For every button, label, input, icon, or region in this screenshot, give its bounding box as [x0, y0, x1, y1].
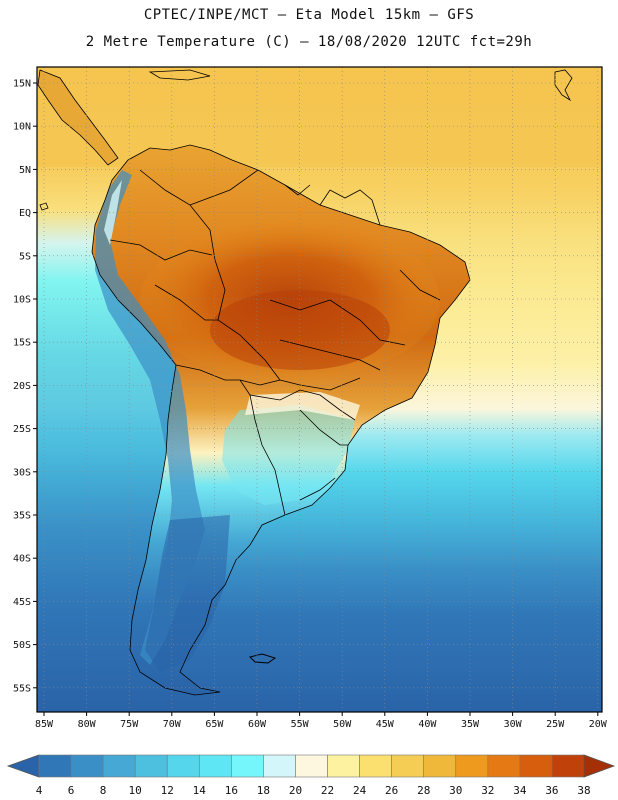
colorbar-labels: 4 6 8 10 12 14 16 18 20 22 24 26 28 30 32 34 36 38 — [36, 784, 591, 797]
longitude-labels: 85W 80W 75W 70W 65W 60W 55W 50W 45W 40W 35W 30W 25W 2… — [35, 712, 608, 730]
lat-label: 5N — [19, 165, 31, 176]
map-subtitle: 2 Metre Temperature (C) – 18/08/2020 12U… — [85, 34, 533, 50]
lon-label: 30W — [504, 719, 523, 730]
colorbar-swatch — [166, 754, 200, 778]
lat-label: 15N — [13, 79, 31, 90]
colorbar-tick-label: 8 — [100, 784, 107, 797]
lon-label: 70W — [163, 719, 182, 730]
colorbar-tick-label: 32 — [481, 784, 494, 797]
colorbar-tick-label: 14 — [193, 784, 207, 797]
colorbar-swatch — [102, 754, 136, 778]
lat-label: 55S — [13, 683, 31, 694]
colorbar-swatch — [70, 754, 104, 778]
colorbar-right-arrow — [583, 754, 616, 778]
colorbar-tick-label: 28 — [417, 784, 430, 797]
colorbar-swatch — [455, 754, 489, 778]
colorbar-tick-label: 36 — [545, 784, 558, 797]
colorbar-tick-label: 34 — [513, 784, 527, 797]
lon-label: 75W — [120, 719, 139, 730]
colorbar-tick-label: 26 — [385, 784, 398, 797]
colorbar-tick-label: 20 — [289, 784, 302, 797]
colorbar-tick-label: 38 — [577, 784, 590, 797]
colorbar-left-arrow — [6, 754, 40, 778]
lon-label: 55W — [291, 719, 310, 730]
patagonia-cold — [145, 515, 230, 672]
colorbar-tick-label: 16 — [225, 784, 238, 797]
colorbar-tick-label: 18 — [257, 784, 270, 797]
lon-label: 60W — [248, 719, 267, 730]
lat-label: 45S — [13, 597, 31, 608]
lat-label: 15S — [13, 338, 31, 349]
lat-label: EQ — [19, 208, 31, 219]
colorbar-swatch — [38, 754, 72, 778]
map-frame — [36, 66, 603, 713]
colorbar-swatch — [551, 754, 585, 778]
colorbar-tick-label: 4 — [36, 784, 43, 797]
lon-label: 40W — [418, 719, 437, 730]
lesser-antilles — [554, 69, 573, 102]
colorbar-swatch — [295, 754, 328, 778]
colorbar-swatch — [231, 754, 264, 778]
lat-label: 5S — [19, 251, 31, 262]
lat-label: 50S — [13, 640, 31, 651]
colorbar-swatch — [198, 754, 232, 778]
colorbar-tick-label: 22 — [321, 784, 334, 797]
country-borders — [91, 144, 471, 696]
lat-label: 20S — [13, 381, 31, 392]
lon-label: 65W — [205, 719, 224, 730]
lon-label: 45W — [376, 719, 395, 730]
falkland-islands — [249, 653, 277, 664]
colorbar-swatch — [423, 754, 457, 778]
caribbean-islands — [148, 69, 211, 81]
colorbar-swatch — [263, 754, 296, 778]
lon-label: 25W — [546, 719, 565, 730]
colorbar-swatch — [327, 754, 360, 778]
colorbar-swatch — [487, 754, 521, 778]
colorbar-tick-label: 30 — [449, 784, 462, 797]
lat-label: 25S — [13, 424, 31, 435]
colorbar-swatch — [359, 754, 392, 778]
colorbar-swatch — [519, 754, 553, 778]
lat-label: 30S — [13, 467, 31, 478]
colorbar-tick-label: 12 — [161, 784, 174, 797]
colorbar-tick-label: 10 — [129, 784, 142, 797]
lat-label: 10S — [13, 295, 31, 306]
lat-label: 40S — [13, 554, 31, 565]
colorbar-tick-label: 24 — [353, 784, 367, 797]
colorbar — [6, 754, 616, 778]
lon-label: 20W — [589, 719, 608, 730]
central-heat-core — [210, 290, 390, 370]
central-america — [37, 69, 119, 166]
colorbar-tick-label: 6 — [68, 784, 75, 797]
latitude-labels: 15N 10N 5N EQ 5S 10S 15S 20S 25S 30S 35S 40S 45S 50S 5… — [13, 79, 37, 694]
map-title: CPTEC/INPE/MCT – Eta Model 15km – GFS — [143, 7, 475, 23]
colorbar-swatch — [134, 754, 168, 778]
lat-label: 35S — [13, 511, 31, 522]
lon-label: 35W — [461, 719, 480, 730]
lon-label: 85W — [35, 719, 54, 730]
lon-label: 50W — [333, 719, 352, 730]
lat-label: 10N — [13, 122, 31, 133]
caribbean-warm-band — [37, 67, 602, 167]
colorbar-swatch — [391, 754, 425, 778]
lon-label: 80W — [78, 719, 97, 730]
southern-cone-cool — [222, 405, 355, 505]
